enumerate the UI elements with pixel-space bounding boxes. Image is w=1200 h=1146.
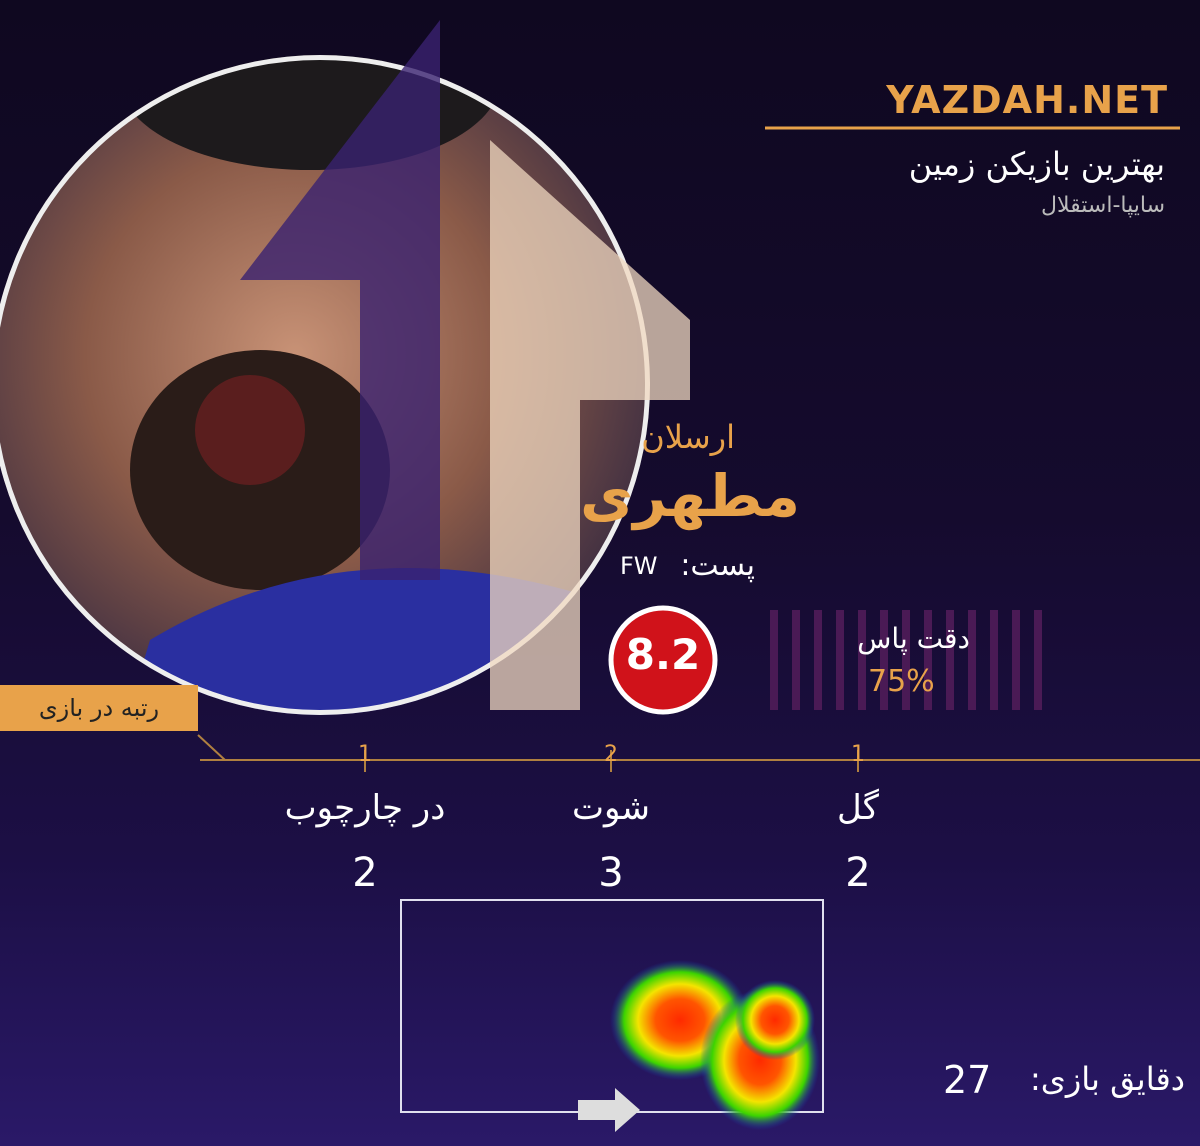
rank-label: رتبه در بازی (0, 685, 198, 731)
position-label: پست: (680, 548, 755, 583)
minutes-label: دقایق بازی: (1030, 1060, 1185, 1098)
heatmap (610, 960, 820, 1130)
rating: 8.2 (625, 630, 701, 679)
match: سایپا-استقلال (1041, 193, 1165, 218)
stat-label: گل (837, 788, 879, 828)
rank: 1 (358, 742, 372, 767)
minutes: 27 (943, 1058, 992, 1102)
first-name: ارسلان (641, 418, 735, 456)
stat-label: در چارچوب (284, 788, 446, 828)
last-name: مطهری (580, 462, 800, 530)
pass-value: 75% (868, 664, 935, 699)
position: FW (620, 552, 658, 580)
stat-value: 3 (598, 850, 624, 896)
stat-value: 2 (845, 850, 871, 896)
stat-value: 2 (352, 850, 378, 896)
rank: 2 (604, 742, 618, 767)
pass-label: دقت پاس (857, 622, 970, 655)
rank: 1 (851, 742, 865, 767)
stat-label: شوت (571, 788, 651, 828)
title: بهترین بازیکن زمین (908, 145, 1165, 183)
site-name: YAZDAH.NET (886, 78, 1168, 122)
